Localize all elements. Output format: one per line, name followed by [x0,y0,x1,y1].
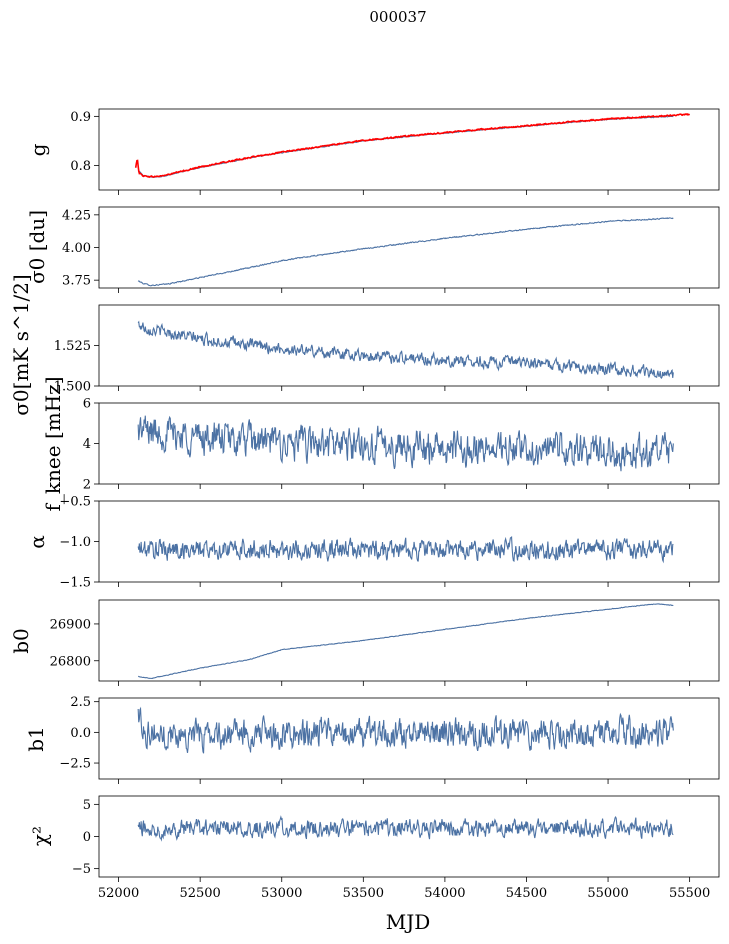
ytick-label-b1-1: 0.0 [70,726,91,741]
panel-g: 0.8 0.9 g [26,108,720,195]
axes-frame-b0 [98,599,720,682]
panel-sigma0_mk: 1.500 1.525 σ0[mK s^1/2] [9,274,720,416]
ylabel-sigma0_du: σ0 [du] [25,210,49,284]
ytick-label-alpha-0: −1.5 [59,576,91,591]
ytick-label-chi2-1: 0 [83,830,91,845]
panel-alpha: −1.5 −1.0 −0.5 α [25,495,720,591]
xtick-label-5: 54500 [506,886,547,901]
series-line-b1-0 [137,706,674,754]
xtick-label-0: 52000 [98,886,139,901]
xtick-label-4: 54000 [424,886,465,901]
ytick-label-fknee-0: 2 [83,478,91,493]
ylabel-alpha: α [25,535,49,549]
xtick-label-6: 55000 [587,886,628,901]
ytick-label-fknee-1: 4 [83,437,91,452]
axes-frame-b1 [98,697,720,780]
ylabel-b1: b1 [24,726,48,752]
ylabel-sigma0_mk: σ0[mK s^1/2] [9,274,33,415]
ytick-label-b0-0: 26800 [50,654,91,669]
ytick-label-sigma0_du-2: 4.25 [62,208,91,223]
xtick-label-7: 55500 [669,886,710,901]
xtick-label-3: 53500 [343,886,384,901]
x-axis-label: MJD [386,910,431,934]
ylabel-g: g [26,143,50,156]
axes-frame-chi2 [98,795,720,878]
panel-sigma0_du: 3.75 4.00 4.25 σ0 [du] [25,206,720,293]
ytick-label-sigma0_du-1: 4.00 [62,241,91,256]
ytick-label-chi2-0: −5 [72,862,91,877]
ytick-label-sigma0_mk-1: 1.525 [54,339,91,354]
ylabel-chi2: χ² [28,826,52,846]
ytick-label-chi2-2: 5 [83,798,91,813]
series-line-b0-0 [138,603,674,679]
ytick-label-fknee-2: 6 [83,397,91,412]
figure-title: 000037 [369,8,426,26]
panel-chi2: −5 0 5 52000 52500 53000 53500 54000 54500 55000 5… [28,795,720,901]
ytick-label-sigma0_mk-0: 1.500 [54,380,91,395]
panel-fknee: 2 4 6 f_knee [mHz] [41,377,720,512]
ylabel-b0: b0 [9,628,33,654]
series-line-chi2-0 [137,815,674,842]
panel-b0: 26800 26900 b0 [9,599,720,686]
ylabel-fknee: f_knee [mHz] [41,377,65,512]
ytick-label-sigma0_du-0: 3.75 [62,274,91,289]
series-line-g-0 [137,115,674,178]
xtick-label-1: 52500 [179,886,220,901]
panel-b1: −2.5 0.0 2.5 b1 [24,695,720,784]
series-line-g-1 [134,112,691,179]
series-line-sigma0_mk-0 [137,320,674,379]
series-line-alpha-0 [137,535,674,564]
series-line-fknee-0 [137,415,674,472]
ytick-label-b0-1: 26900 [50,617,91,632]
axes-frame-g [98,108,720,191]
ytick-label-g-0: 0.8 [70,159,91,174]
axes-frame-sigma0_du [98,206,720,289]
ytick-label-g-1: 0.9 [70,110,91,125]
xtick-label-2: 53000 [261,886,302,901]
series-line-sigma0_du-0 [137,217,674,287]
ytick-label-alpha-1: −1.0 [59,535,91,550]
panels: 0.8 0.9 g 3.75 4.00 4.25 σ0 [du] 1.500 1.525 σ0[m… [9,108,720,901]
ytick-label-b1-0: −2.5 [59,757,91,772]
ytick-label-b1-2: 2.5 [70,695,91,710]
ytick-label-alpha-2: −0.5 [59,495,91,510]
